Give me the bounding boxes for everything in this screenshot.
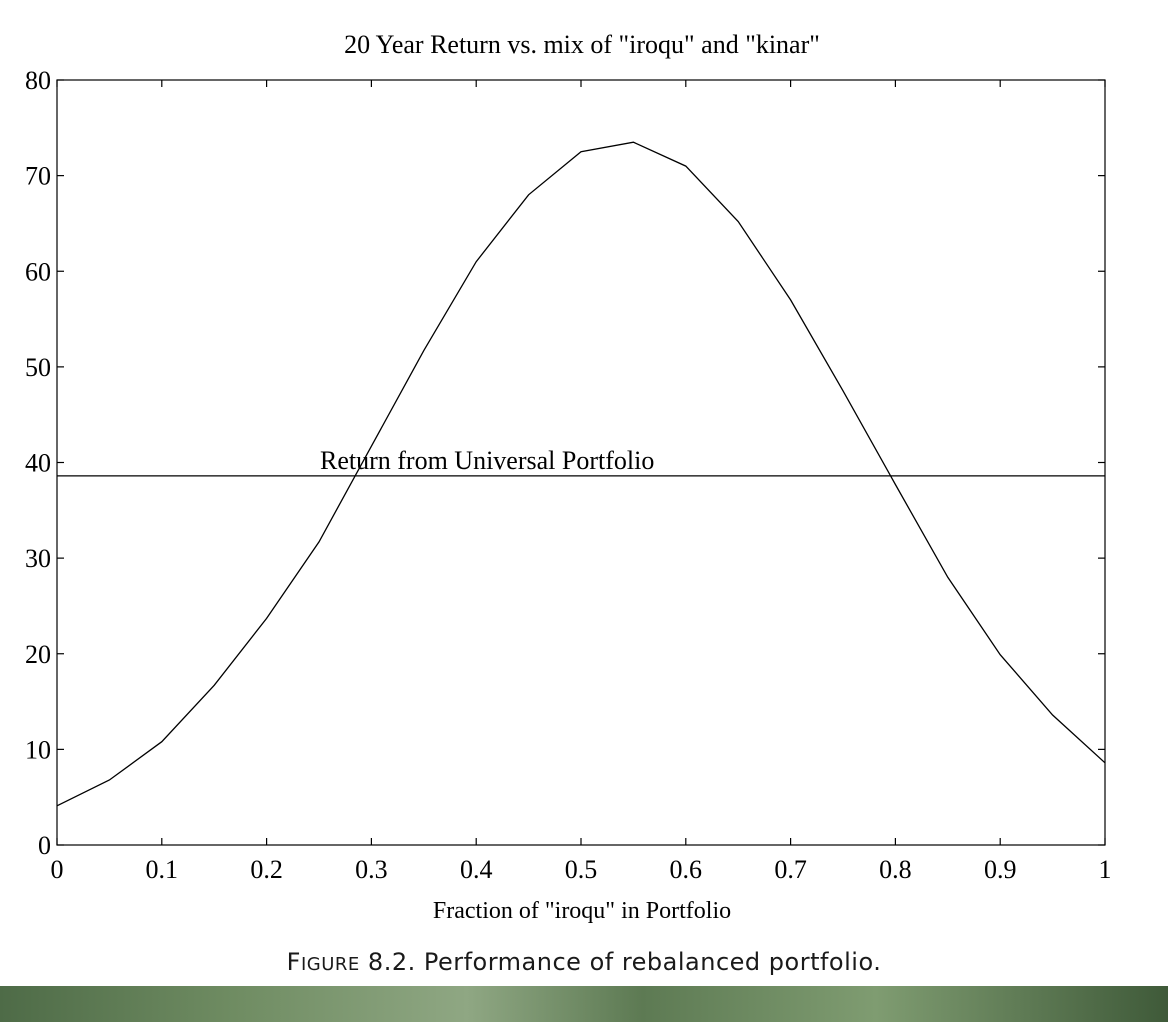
tick-layer: 0 0.1 0.2 0.3 0.4 0.5 0.6 0.7 0.8 0.9 101020304050… <box>25 66 1112 884</box>
x-tick-label: 0.8 <box>879 855 912 884</box>
figure-caption: Figure 8.2. Performance of rebalanced po… <box>0 948 1168 976</box>
x-tick-label: 0.3 <box>355 855 388 884</box>
reference-line-label: Return from Universal Portfolio <box>320 446 654 475</box>
chart-title: 20 Year Return vs. mix of "iroqu" and "k… <box>344 30 820 59</box>
x-tick-label: 0 <box>51 855 64 884</box>
caption-text: 8.2. Performance of rebalanced portfolio… <box>367 948 882 976</box>
y-tick-label: 70 <box>25 162 51 191</box>
background-strip <box>0 986 1168 1022</box>
y-tick-label: 60 <box>25 257 51 286</box>
chart: 20 Year Return vs. mix of "iroqu" and "k… <box>25 30 1112 924</box>
x-tick-label: 0.4 <box>460 855 493 884</box>
x-tick-label: 1 <box>1099 855 1112 884</box>
x-tick-label: 0.5 <box>565 855 598 884</box>
x-axis-label: Fraction of "iroqu" in Portfolio <box>433 898 731 924</box>
x-tick-label: 0.9 <box>984 855 1017 884</box>
y-tick-label: 40 <box>25 449 51 478</box>
caption-first-letter: F <box>286 948 301 976</box>
y-tick-label: 80 <box>25 66 51 95</box>
series-line <box>56 141 1106 807</box>
y-tick-label: 50 <box>25 353 51 382</box>
y-tick-label: 20 <box>25 640 51 669</box>
caption-smallcaps: igure <box>300 954 360 975</box>
y-tick-label: 30 <box>25 544 51 573</box>
x-tick-label: 0.1 <box>146 855 179 884</box>
x-tick-label: 0.7 <box>774 855 807 884</box>
x-tick-label: 0.2 <box>250 855 283 884</box>
x-tick-label: 0.6 <box>670 855 703 884</box>
y-tick-label: 10 <box>25 735 51 764</box>
y-tick-label: 0 <box>38 831 51 860</box>
